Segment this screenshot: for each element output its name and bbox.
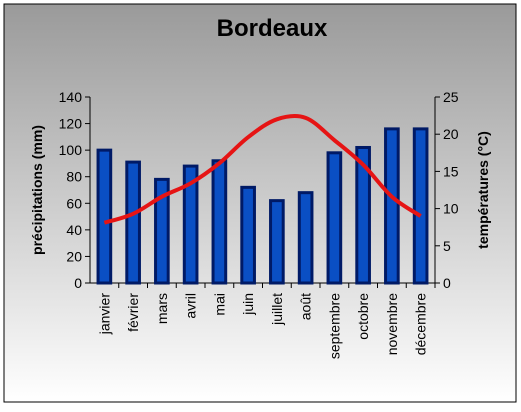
y-tick-label: 0 bbox=[74, 275, 82, 291]
y2-tick-label: 25 bbox=[443, 89, 459, 105]
x-tick-label: mars bbox=[154, 293, 170, 324]
y-tick-label: 40 bbox=[66, 222, 82, 238]
bar bbox=[154, 177, 170, 285]
y2-tick-label: 20 bbox=[443, 126, 459, 142]
y2-axis-label: températures (°C) bbox=[475, 131, 491, 249]
y2-tick-label: 15 bbox=[443, 163, 459, 179]
x-tick-label: janvier bbox=[96, 293, 112, 336]
bar bbox=[297, 191, 314, 285]
bar bbox=[384, 127, 400, 285]
y2-tick-label: 5 bbox=[443, 238, 451, 254]
chart-title: Bordeaux bbox=[217, 15, 328, 42]
y2-tick-label: 10 bbox=[443, 201, 459, 217]
temperature-line bbox=[103, 113, 422, 225]
y-tick-label: 140 bbox=[59, 89, 83, 105]
bar bbox=[211, 159, 228, 285]
bar bbox=[96, 148, 113, 285]
x-tick-label: février bbox=[125, 293, 141, 332]
x-tick-label: juin bbox=[240, 293, 256, 316]
y2-tick-label: 0 bbox=[443, 275, 451, 291]
bar bbox=[240, 185, 256, 285]
x-tick-label: novembre bbox=[384, 293, 400, 355]
bar bbox=[125, 160, 141, 285]
y-tick-label: 60 bbox=[66, 195, 82, 211]
bar bbox=[412, 127, 429, 285]
bar bbox=[326, 151, 343, 285]
y-axis-label: précipitations (mm) bbox=[29, 125, 45, 255]
bar bbox=[182, 164, 199, 285]
y-tick-label: 20 bbox=[66, 248, 82, 264]
y-tick-label: 100 bbox=[59, 142, 83, 158]
x-tick-label: juillet bbox=[269, 293, 285, 326]
bar bbox=[355, 145, 371, 285]
x-tick-label: octobre bbox=[355, 293, 371, 340]
x-tick-label: août bbox=[298, 293, 314, 320]
y-tick-label: 80 bbox=[66, 169, 82, 185]
x-tick-label: septembre bbox=[326, 293, 342, 359]
bar bbox=[269, 199, 285, 285]
x-tick-label: mai bbox=[211, 293, 227, 316]
x-tick-label: avril bbox=[183, 293, 199, 319]
x-tick-label: décembre bbox=[413, 293, 429, 355]
y-tick-label: 120 bbox=[59, 116, 83, 132]
